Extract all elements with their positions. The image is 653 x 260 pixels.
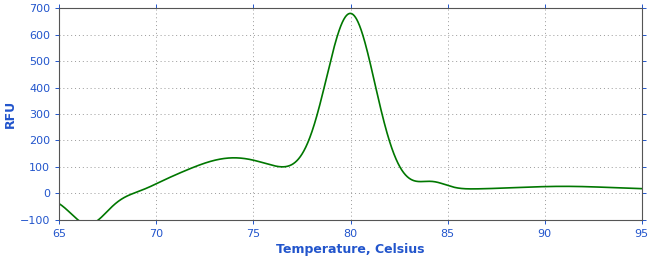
Y-axis label: RFU: RFU [4,100,17,128]
X-axis label: Temperature, Celsius: Temperature, Celsius [276,243,425,256]
